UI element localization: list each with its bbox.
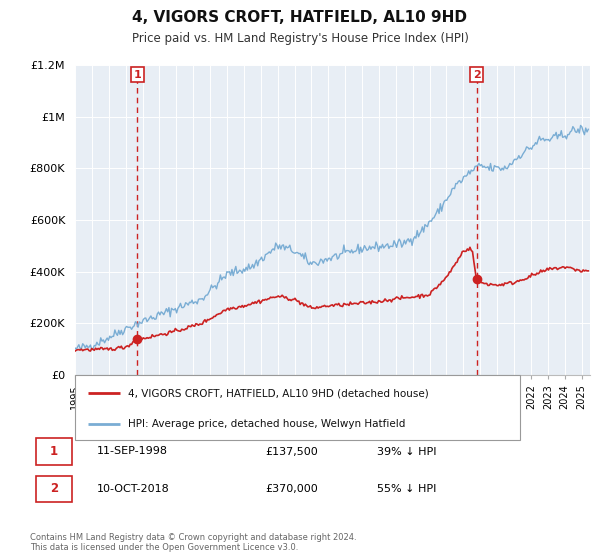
Text: Price paid vs. HM Land Registry's House Price Index (HPI): Price paid vs. HM Land Registry's House … (131, 32, 469, 45)
Text: 1: 1 (134, 69, 142, 80)
Text: 1: 1 (50, 445, 58, 458)
Text: Contains HM Land Registry data © Crown copyright and database right 2024.
This d: Contains HM Land Registry data © Crown c… (30, 533, 356, 552)
Text: 55% ↓ HPI: 55% ↓ HPI (377, 484, 437, 494)
Text: 4, VIGORS CROFT, HATFIELD, AL10 9HD: 4, VIGORS CROFT, HATFIELD, AL10 9HD (133, 10, 467, 25)
Text: 11-SEP-1998: 11-SEP-1998 (97, 446, 168, 456)
Text: £137,500: £137,500 (265, 446, 318, 456)
Text: 2: 2 (473, 69, 481, 80)
Text: 10-OCT-2018: 10-OCT-2018 (97, 484, 170, 494)
Text: 2: 2 (50, 483, 58, 496)
Text: 4, VIGORS CROFT, HATFIELD, AL10 9HD (detached house): 4, VIGORS CROFT, HATFIELD, AL10 9HD (det… (128, 388, 429, 398)
Text: HPI: Average price, detached house, Welwyn Hatfield: HPI: Average price, detached house, Welw… (128, 419, 406, 429)
Text: 39% ↓ HPI: 39% ↓ HPI (377, 446, 437, 456)
FancyBboxPatch shape (75, 375, 520, 440)
Text: £370,000: £370,000 (265, 484, 318, 494)
FancyBboxPatch shape (35, 476, 72, 502)
FancyBboxPatch shape (35, 438, 72, 465)
